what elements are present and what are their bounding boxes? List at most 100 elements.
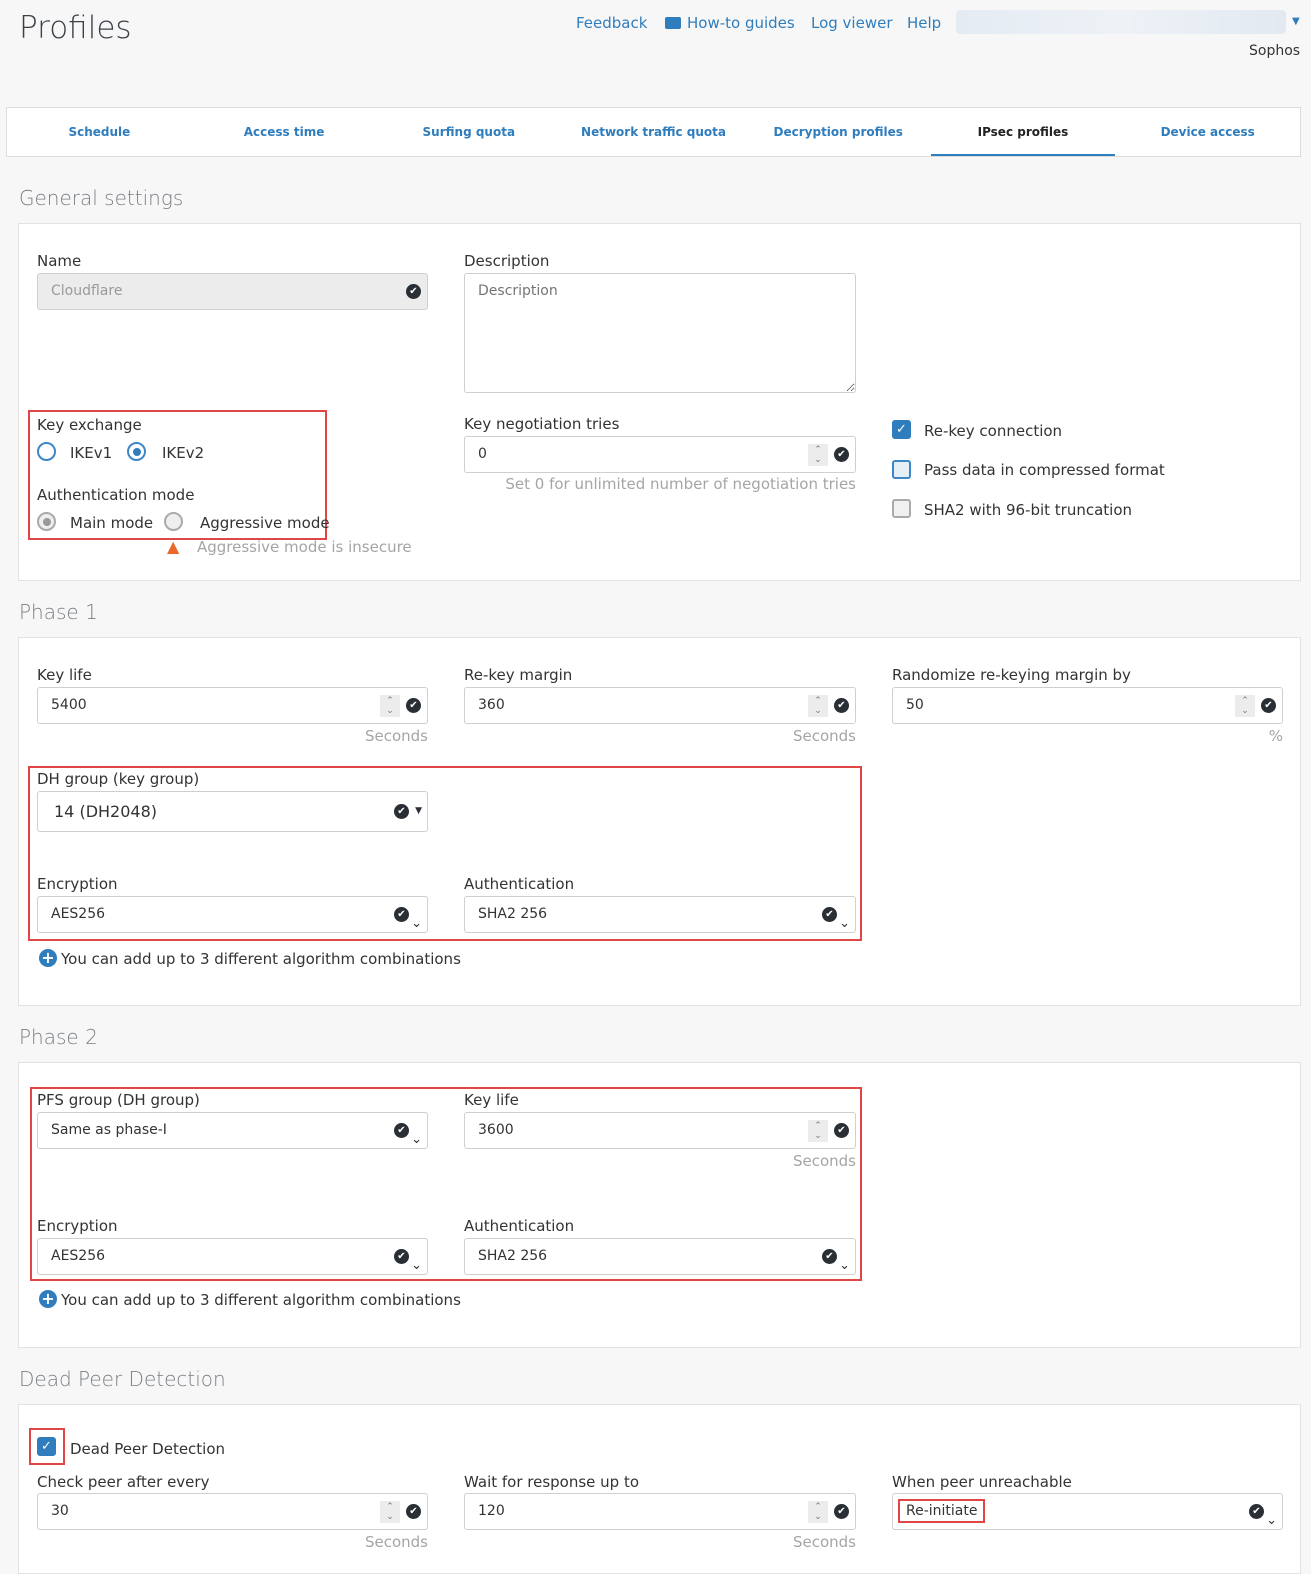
- dpd-checkbox-label: Dead Peer Detection: [70, 1440, 226, 1458]
- key-tries-input[interactable]: 0 ⌃ ⌄ ✔: [464, 436, 856, 473]
- p2-encryption-value: AES256: [51, 1248, 106, 1264]
- spinner-icon[interactable]: ⌃ ⌄: [808, 695, 828, 717]
- tab-ipsec-profiles[interactable]: IPsec profiles: [930, 108, 1116, 156]
- caret-down-icon: ▼: [415, 806, 422, 816]
- spinner-icon[interactable]: ⌃ ⌄: [380, 695, 400, 717]
- rekey-margin-label: Re-key margin: [464, 666, 573, 684]
- check-peer-value: 30: [51, 1503, 69, 1519]
- tab-bar: Schedule Access time Surfing quota Netwo…: [6, 107, 1301, 157]
- aggressive-mode-label: Aggressive mode: [200, 514, 330, 532]
- randomize-unit: %: [1268, 727, 1283, 745]
- account-label: Sophos: [1249, 43, 1301, 59]
- caret-down-icon[interactable]: ▼: [1292, 16, 1300, 27]
- spinner-icon[interactable]: ⌃ ⌄: [808, 444, 828, 466]
- randomize-input[interactable]: 50 ⌃ ⌄ ✔: [892, 687, 1283, 724]
- main-mode-label: Main mode: [70, 514, 154, 532]
- ikev2-radio[interactable]: [127, 442, 146, 461]
- key-tries-value: 0: [478, 446, 487, 462]
- ikev1-radio[interactable]: [37, 442, 56, 461]
- tab-schedule[interactable]: Schedule: [68, 125, 131, 139]
- spinner-icon[interactable]: ⌃ ⌄: [808, 1501, 828, 1523]
- chevron-down-icon: ⌄: [411, 1258, 422, 1273]
- tab-network-traffic-quota[interactable]: Network traffic quota: [581, 125, 726, 139]
- key-tries-hint: Set 0 for unlimited number of negotiatio…: [505, 475, 856, 493]
- wait-unit: Seconds: [792, 1533, 856, 1551]
- check-icon: ✔: [834, 447, 849, 462]
- tab-device-access[interactable]: Device access: [1160, 125, 1255, 139]
- feedback-link[interactable]: Feedback: [576, 14, 648, 32]
- name-input[interactable]: Cloudflare ✔: [37, 273, 428, 310]
- unreachable-value: Re-initiate: [898, 1499, 986, 1523]
- add-combination-icon[interactable]: +: [39, 1290, 57, 1308]
- check-icon: ✔: [394, 804, 409, 819]
- check-icon: ✔: [834, 698, 849, 713]
- aggressive-mode-radio[interactable]: [164, 512, 183, 531]
- tab-decryption-profiles[interactable]: Decryption profiles: [773, 125, 903, 139]
- dh-group-value: 14 (DH2048): [54, 802, 157, 821]
- check-icon: ✔: [406, 1504, 421, 1519]
- tab-access-time[interactable]: Access time: [243, 125, 325, 139]
- name-value: Cloudflare: [51, 283, 123, 299]
- phase2-card: [18, 1062, 1301, 1348]
- p2-auth-select[interactable]: SHA2 256 ✔ ⌄: [464, 1238, 856, 1275]
- p2-encryption-label: Encryption: [37, 1217, 118, 1235]
- chevron-down-icon: ⌄: [839, 916, 850, 931]
- log-viewer-link[interactable]: Log viewer: [811, 14, 893, 32]
- section-title-general: General settings: [19, 186, 184, 210]
- check-icon: ✔: [394, 1249, 409, 1264]
- chevron-down-icon: ⌄: [411, 916, 422, 931]
- sha2-truncation-checkbox[interactable]: [892, 499, 911, 518]
- check-icon: ✔: [394, 1123, 409, 1138]
- dpd-card: [18, 1404, 1301, 1574]
- warning-icon: ▲: [167, 537, 180, 556]
- randomize-value: 50: [906, 697, 924, 713]
- spinner-icon[interactable]: ⌃ ⌄: [1235, 695, 1255, 717]
- highlight-box: [28, 410, 327, 540]
- dh-group-select[interactable]: 14 (DH2048) ✔ ▼: [37, 791, 428, 832]
- dh-group-label: DH group (key group): [37, 770, 200, 788]
- p2-add-combination-text[interactable]: You can add up to 3 different algorithm …: [61, 1291, 461, 1309]
- p1-auth-select[interactable]: SHA2 256 ✔ ⌄: [464, 896, 856, 933]
- section-title-phase2: Phase 2: [19, 1025, 98, 1049]
- add-combination-icon[interactable]: +: [39, 949, 57, 967]
- p1-encryption-value: AES256: [51, 906, 106, 922]
- compress-checkbox[interactable]: [892, 460, 911, 479]
- unreachable-select[interactable]: Re-initiate ✔ ⌄: [892, 1493, 1283, 1530]
- check-icon: ✔: [406, 284, 421, 299]
- p2-key-life-input[interactable]: 3600 ⌃ ⌄ ✔: [464, 1112, 856, 1149]
- wait-value: 120: [478, 1503, 505, 1519]
- unreachable-label: When peer unreachable: [892, 1473, 1072, 1491]
- check-icon: ✔: [406, 698, 421, 713]
- check-peer-input[interactable]: 30 ⌃ ⌄ ✔: [37, 1493, 428, 1530]
- spinner-icon[interactable]: ⌃ ⌄: [808, 1120, 828, 1142]
- description-textarea[interactable]: [464, 273, 856, 393]
- p2-encryption-select[interactable]: AES256 ✔ ⌄: [37, 1238, 428, 1275]
- wait-input[interactable]: 120 ⌃ ⌄ ✔: [464, 1493, 856, 1530]
- p2-key-life-unit: Seconds: [792, 1152, 856, 1170]
- check-icon: ✔: [834, 1504, 849, 1519]
- pfs-group-select[interactable]: Same as phase-I ✔ ⌄: [37, 1112, 428, 1149]
- key-life-input[interactable]: 5400 ⌃ ⌄ ✔: [37, 687, 428, 724]
- help-link[interactable]: Help: [907, 14, 942, 32]
- highlight-box: [28, 766, 862, 941]
- main-mode-radio[interactable]: [37, 512, 56, 531]
- how-to-guides-link[interactable]: How-to guides: [687, 14, 795, 32]
- rekey-margin-unit: Seconds: [792, 727, 856, 745]
- check-icon: ✔: [822, 907, 837, 922]
- p1-encryption-select[interactable]: AES256 ✔ ⌄: [37, 896, 428, 933]
- video-icon: [665, 17, 681, 29]
- tab-surfing-quota[interactable]: Surfing quota: [422, 125, 516, 139]
- rekey-checkbox[interactable]: ✓: [892, 420, 911, 439]
- dpd-checkbox[interactable]: ✓: [37, 1437, 56, 1456]
- check-icon: ✔: [1261, 698, 1276, 713]
- name-label: Name: [37, 252, 82, 270]
- rekey-margin-input[interactable]: 360 ⌃ ⌄ ✔: [464, 687, 856, 724]
- randomize-label: Randomize re-keying margin by: [892, 666, 1131, 684]
- section-title-dpd: Dead Peer Detection: [19, 1367, 226, 1391]
- chevron-down-icon: ⌄: [411, 1132, 422, 1147]
- check-peer-unit: Seconds: [364, 1533, 428, 1551]
- spinner-icon[interactable]: ⌃ ⌄: [380, 1501, 400, 1523]
- p1-add-combination-text[interactable]: You can add up to 3 different algorithm …: [61, 950, 461, 968]
- ikev2-label: IKEv2: [162, 444, 205, 462]
- account-menu[interactable]: [956, 10, 1286, 34]
